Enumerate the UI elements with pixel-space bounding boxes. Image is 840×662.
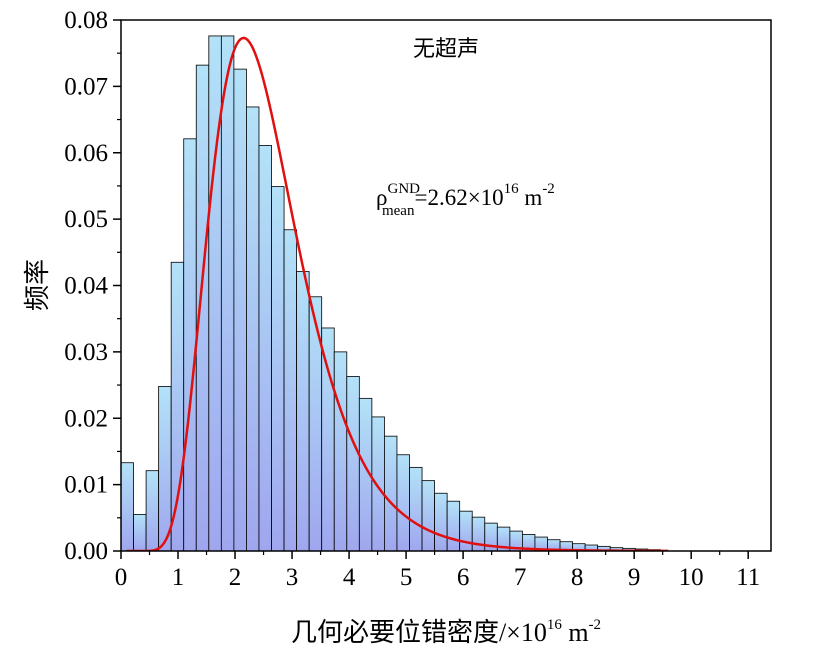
x-axis-title-main: 几何必要位错密度/×10 — [291, 618, 547, 647]
y-tick-label: 0.07 — [64, 73, 108, 100]
annotation-sub: mean — [382, 203, 415, 219]
histogram-bar — [421, 480, 435, 552]
x-tick-label: 10 — [679, 564, 704, 591]
histogram-bar — [271, 186, 285, 552]
annotation-value: =2.62×10 — [414, 185, 503, 210]
x-tick-label: 5 — [400, 564, 413, 591]
histogram-bar — [133, 514, 147, 552]
x-axis-title: 几何必要位错密度/×1016 m-2 — [291, 617, 601, 647]
histogram-bar — [346, 376, 360, 552]
y-tick-label: 0.02 — [64, 405, 108, 432]
x-axis-title-unit-exp: -2 — [589, 617, 602, 633]
annotation-value-exp: 16 — [504, 181, 520, 197]
y-axis-ticks: 0.00 0.01 0.02 0.03 0.04 0.05 0.06 0.07 0.08 — [64, 7, 121, 565]
histogram-bar — [183, 138, 197, 552]
chart-title: 无超声 — [413, 36, 479, 61]
histogram-bar — [120, 462, 134, 552]
y-tick-label: 0.08 — [64, 7, 108, 34]
y-tick-label: 0.04 — [64, 273, 108, 300]
x-axis-title-exp: 16 — [547, 617, 563, 633]
x-tick-label: 1 — [172, 564, 185, 591]
histogram-bar — [246, 106, 260, 552]
y-tick-label: 0.05 — [64, 206, 108, 233]
histogram-bar — [371, 416, 385, 552]
x-tick-label: 2 — [229, 564, 242, 591]
histogram-bar — [145, 470, 160, 552]
x-tick-label: 9 — [628, 564, 641, 591]
histogram-bar — [333, 351, 348, 552]
annotation-sup: GND — [387, 181, 420, 197]
y-tick-label: 0.06 — [64, 140, 108, 167]
histogram-bar — [434, 492, 448, 552]
x-tick-label: 7 — [514, 564, 527, 591]
y-axis-title: 频率 — [23, 259, 52, 311]
y-tick-label: 0.03 — [64, 339, 108, 366]
histogram-bar — [321, 327, 335, 552]
histogram-bar — [384, 435, 398, 552]
histogram-bar — [233, 68, 247, 552]
histogram-bar — [283, 229, 298, 552]
annotation-unit-exp: -2 — [542, 181, 555, 197]
histogram-bar — [258, 145, 272, 552]
x-tick-label: 3 — [286, 564, 299, 591]
x-tick-label: 8 — [571, 564, 584, 591]
histogram-bar — [446, 500, 461, 552]
mean-annotation: ρGND mean=2.62×1016 m-2 — [376, 181, 555, 219]
histogram-bar — [396, 454, 410, 552]
annotation-rho: ρ — [376, 185, 387, 210]
histogram-bar — [170, 261, 185, 552]
y-tick-label: 0.00 — [64, 538, 108, 565]
histogram-bar — [459, 510, 473, 552]
histogram-bar — [208, 35, 222, 552]
histogram-bar — [195, 64, 210, 552]
x-tick-label: 0 — [115, 564, 128, 591]
x-tick-label: 11 — [736, 564, 760, 591]
y-tick-label: 0.01 — [64, 472, 108, 499]
x-axis-ticks: 0 1 2 3 4 5 6 7 8 9 10 11 — [115, 551, 760, 591]
x-tick-label: 4 — [343, 564, 356, 591]
histogram-bar — [158, 385, 172, 552]
histogram-bar — [296, 271, 310, 552]
x-tick-label: 6 — [457, 564, 470, 591]
annotation-unit: m — [519, 185, 543, 210]
histogram-bar — [409, 466, 423, 552]
histogram-bar — [220, 35, 235, 552]
x-axis-title-unit: m — [562, 618, 589, 647]
